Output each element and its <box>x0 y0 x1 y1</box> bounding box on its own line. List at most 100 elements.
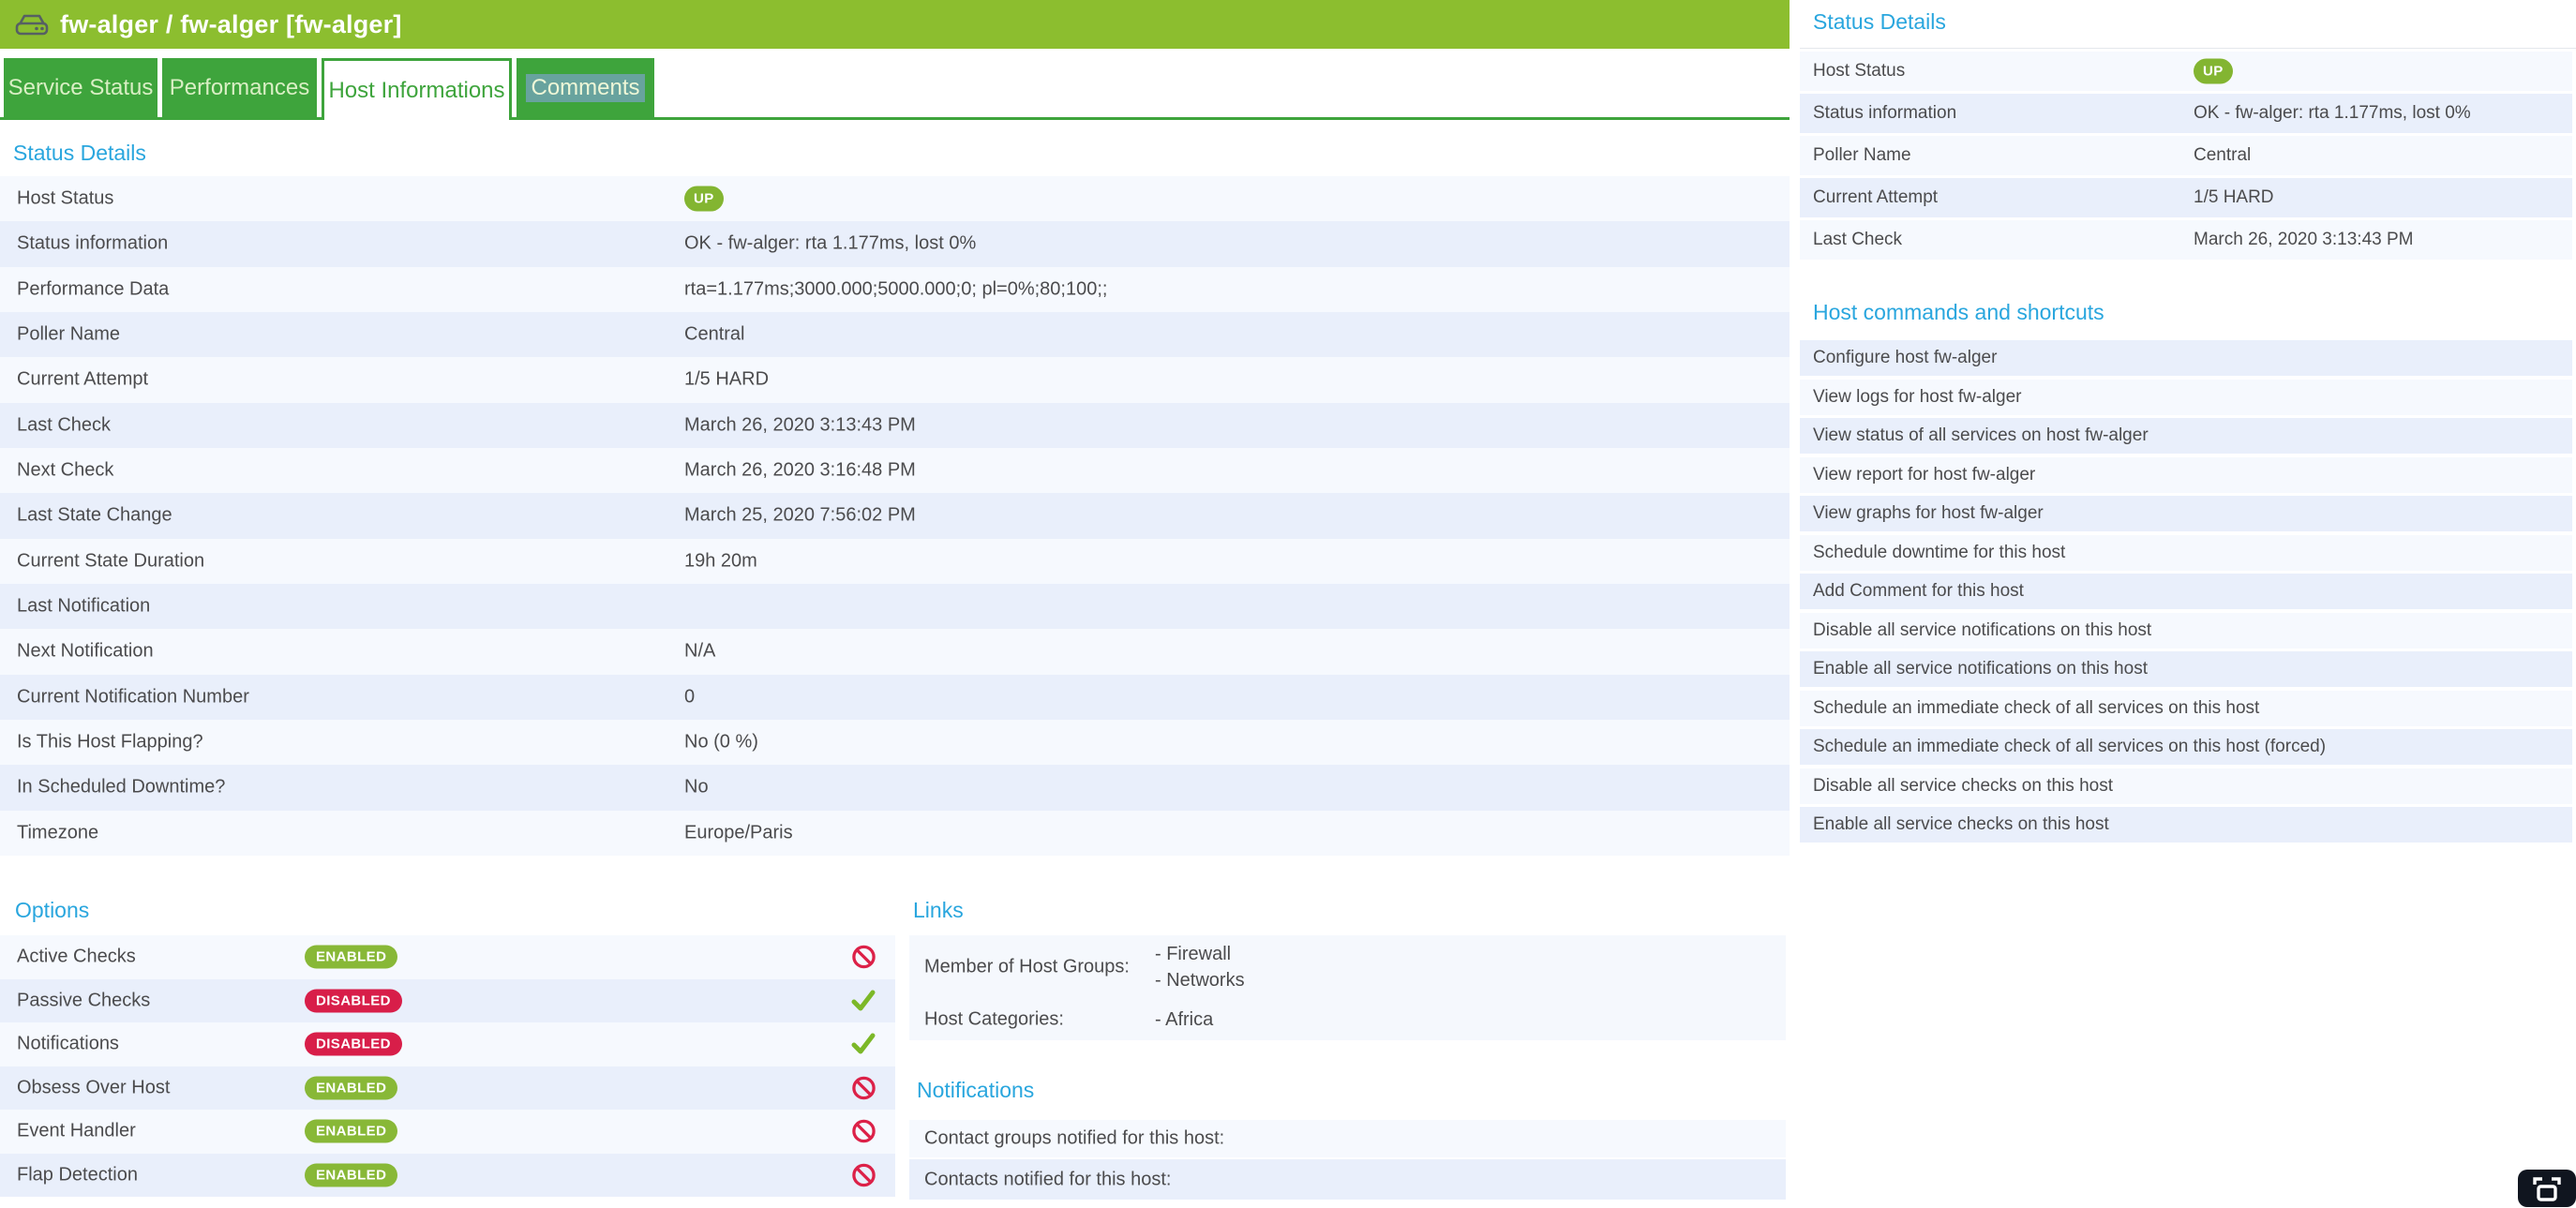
row-value: UP <box>2194 58 2233 84</box>
fullscreen-button[interactable] <box>2518 1170 2576 1207</box>
options-table: Active Checks ENABLED Passive Checks DISABL… <box>0 935 895 1197</box>
prohibited-icon[interactable] <box>842 945 885 970</box>
host-command-item[interactable]: View report for host fw-alger <box>1800 456 2572 493</box>
tab-label: Comments <box>526 73 645 102</box>
option-row: Notifications DISABLED <box>0 1022 895 1066</box>
row-value: rta=1.177ms;3000.000;5000.000;0; pl=0%;8… <box>684 278 1108 300</box>
option-state-badge-wrap: ENABLED <box>305 1163 398 1187</box>
tab-host-informations[interactable]: Host Informations <box>322 58 512 120</box>
option-label: Passive Checks <box>17 990 151 1011</box>
row-label: Status information <box>17 232 169 254</box>
hdd-icon <box>15 11 49 37</box>
option-state-badge-wrap: ENABLED <box>305 1076 398 1100</box>
row-value: March 26, 2020 3:13:43 PM <box>2194 230 2414 249</box>
prohibited-icon[interactable] <box>842 1162 885 1187</box>
option-label: Event Handler <box>17 1120 136 1141</box>
tab-performances[interactable]: Performances <box>162 58 317 117</box>
row-value: 1/5 HARD <box>2194 187 2274 207</box>
option-label: Notifications <box>17 1033 119 1054</box>
row-label: Host Status <box>17 187 114 209</box>
host-command-label: View logs for host fw-alger <box>1813 386 2022 407</box>
host-banner: fw-alger / fw-alger [fw-alger] <box>0 0 1790 49</box>
row-value: 0 <box>684 686 696 708</box>
row-value: March 26, 2020 3:16:48 PM <box>684 459 916 481</box>
host-command-item[interactable]: Schedule downtime for this host <box>1800 534 2572 571</box>
option-state-badge: ENABLED <box>305 1076 398 1100</box>
option-label: Obsess Over Host <box>17 1077 171 1098</box>
side-status-details-heading: Status Details <box>1813 9 1946 34</box>
side-status-table: Host Status UP Status information OK - fw-a… <box>1800 52 2572 262</box>
row-value: 19h 20m <box>684 550 757 572</box>
check-icon[interactable] <box>842 990 885 1012</box>
row-label: Host Status <box>1813 61 1906 81</box>
table-row: Timezone Europe/Paris <box>0 810 1790 856</box>
prohibited-icon[interactable] <box>842 1119 885 1144</box>
table-row: Performance Data rta=1.177ms;3000.000;500… <box>0 266 1790 312</box>
notification-label: Contacts notified for this host: <box>924 1169 1172 1189</box>
host-command-item[interactable]: View graphs for host fw-alger <box>1800 496 2572 531</box>
option-label: Flap Detection <box>17 1164 138 1186</box>
row-value: UP <box>684 186 724 212</box>
host-command-item[interactable]: Add Comment for this host <box>1800 574 2572 609</box>
host-status-badge: UP <box>2194 58 2233 84</box>
row-value: OK - fw-alger: rta 1.177ms, lost 0% <box>2194 103 2471 123</box>
notifications-table: Contact groups notified for this host: Co… <box>909 1120 1786 1201</box>
host-command-item[interactable]: Enable all service checks on this host <box>1800 807 2572 843</box>
notification-label: Contact groups notified for this host: <box>924 1127 1225 1149</box>
host-command-label: View report for host fw-alger <box>1813 464 2036 485</box>
table-row: In Scheduled Downtime? No <box>0 765 1790 811</box>
option-state-badge-wrap: DISABLED <box>305 989 402 1013</box>
host-command-label: Schedule an immediate check of all servi… <box>1813 737 2327 756</box>
host-command-item[interactable]: Configure host fw-alger <box>1800 340 2572 376</box>
table-row: Current State Duration 19h 20m <box>0 538 1790 584</box>
table-row: Host Status UP <box>0 176 1790 222</box>
host-command-label: Schedule downtime for this host <box>1813 542 2066 562</box>
row-label: Last Check <box>17 414 112 436</box>
row-label: In Scheduled Downtime? <box>17 776 226 798</box>
option-row: Event Handler ENABLED <box>0 1110 895 1154</box>
row-label: Poller Name <box>1813 145 1911 165</box>
table-row: Last Notification <box>0 583 1790 630</box>
links-values: - Africa <box>1155 1007 1213 1033</box>
row-label: Performance Data <box>17 278 170 300</box>
host-command-item[interactable]: Schedule an immediate check of all servi… <box>1800 690 2572 726</box>
host-command-item[interactable]: Schedule an immediate check of all servi… <box>1800 729 2572 765</box>
links-values: - Firewall - Networks <box>1155 941 1245 993</box>
tab-service-status[interactable]: Service Status <box>4 58 157 117</box>
option-state-badge: ENABLED <box>305 1163 398 1187</box>
table-row: Next Check March 26, 2020 3:16:48 PM <box>0 447 1790 494</box>
row-value: No (0 %) <box>684 731 758 753</box>
host-command-item[interactable]: Disable all service notifications on thi… <box>1800 612 2572 649</box>
page-title: fw-alger / fw-alger [fw-alger] <box>60 9 402 38</box>
host-command-item[interactable]: Enable all service notifications on this… <box>1800 651 2572 687</box>
tab-comments[interactable]: Comments <box>517 58 654 117</box>
check-icon[interactable] <box>842 1033 885 1055</box>
row-value: Central <box>2194 145 2252 165</box>
host-command-item[interactable]: View status of all services on host fw-a… <box>1800 418 2572 454</box>
row-label: Is This Host Flapping? <box>17 731 203 753</box>
tab-label: Host Informations <box>328 77 505 103</box>
row-label: Last State Change <box>17 504 172 526</box>
links-table: Member of Host Groups: - Firewall - Networ… <box>909 935 1786 1040</box>
option-state-badge: DISABLED <box>305 1032 402 1056</box>
host-command-item[interactable]: View logs for host fw-alger <box>1800 379 2572 415</box>
status-details-table: Host Status UP Status information OK - fw-a… <box>0 176 1790 856</box>
host-command-label: Enable all service checks on this host <box>1813 814 2109 834</box>
row-value: Europe/Paris <box>684 822 793 843</box>
prohibited-icon[interactable] <box>842 1075 885 1100</box>
table-row: Last Check March 26, 2020 3:13:43 PM <box>0 402 1790 448</box>
host-command-item[interactable]: Disable all service checks on this host <box>1800 768 2572 804</box>
row-label: Current Attempt <box>17 368 149 390</box>
notification-row: Contacts notified for this host: <box>909 1159 1786 1200</box>
table-row: Last State Change March 25, 2020 7:56:02 … <box>0 493 1790 539</box>
host-command-label: Disable all service checks on this host <box>1813 775 2113 796</box>
tab-label: Service Status <box>7 74 154 100</box>
row-value: No <box>684 776 709 798</box>
host-commands-heading: Host commands and shortcuts <box>1813 300 2104 324</box>
status-details-heading: Status Details <box>13 141 146 165</box>
option-label: Active Checks <box>17 946 136 967</box>
side-table-row: Last Check March 26, 2020 3:13:43 PM <box>1800 220 2572 260</box>
row-label: Last Check <box>1813 230 1903 249</box>
table-row: Current Attempt 1/5 HARD <box>0 357 1790 403</box>
row-label: Next Check <box>17 459 114 481</box>
